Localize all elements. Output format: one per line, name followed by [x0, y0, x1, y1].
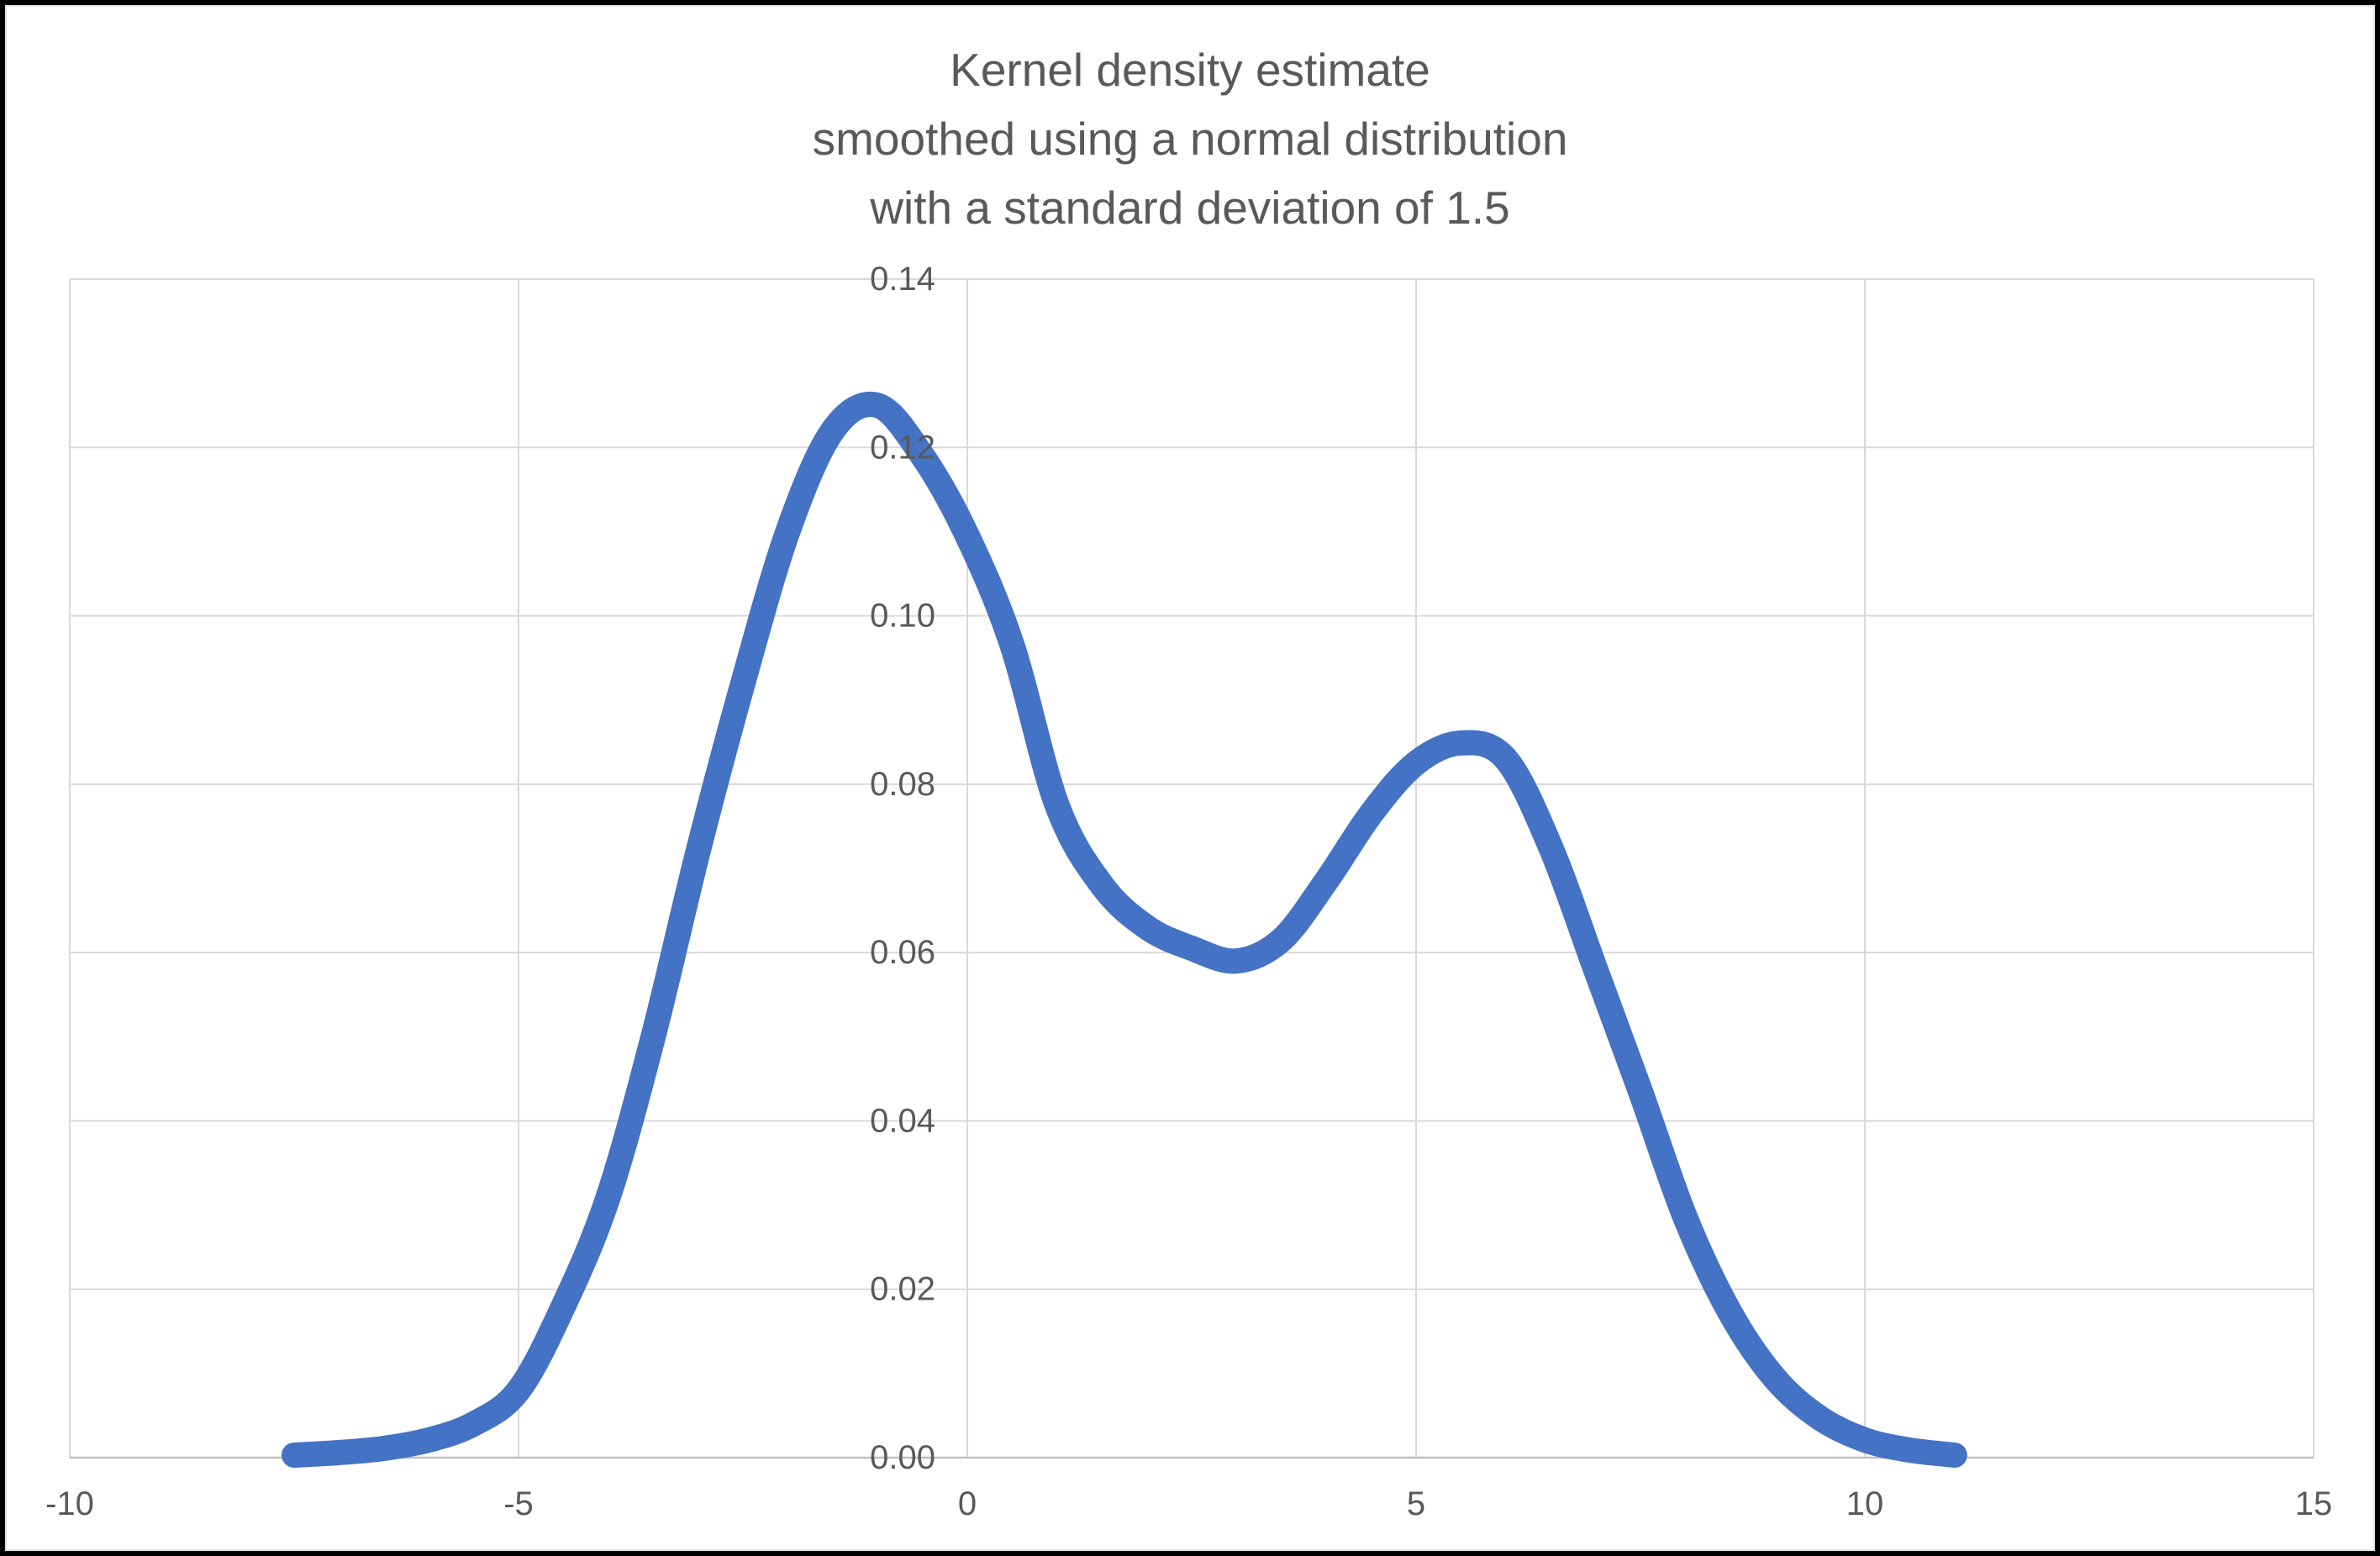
chart-title: Kernel density estimate smoothed using a…	[5, 35, 2375, 242]
y-axis-tick-label: 0.00	[870, 1439, 935, 1476]
y-axis-tick-label: 0.14	[870, 261, 935, 298]
x-axis-tick-label: 0	[958, 1485, 977, 1522]
y-axis-tick-label: 0.06	[870, 934, 935, 971]
y-axis-tick-label: 0.04	[870, 1102, 935, 1139]
title-line-3: with a standard deviation of 1.5	[870, 182, 1510, 234]
y-axis-tick-label: 0.08	[870, 766, 935, 803]
title-line-1: Kernel density estimate	[950, 44, 1430, 96]
y-axis-tick-label: 0.10	[870, 598, 935, 635]
x-axis-tick-label: 15	[2295, 1485, 2333, 1522]
kde-curve	[282, 392, 1967, 1468]
x-axis-tick-label: 10	[1846, 1485, 1884, 1522]
y-axis-tick-label: 0.02	[870, 1271, 935, 1308]
x-axis-tick-label: 5	[1407, 1485, 1425, 1522]
x-axis-tick-label: -10	[45, 1485, 94, 1522]
y-axis-tick-label: 0.12	[870, 429, 935, 466]
gridlines	[69, 278, 2314, 1458]
axis-labels: 0.00 0.02 0.04 0.06 0.08 0.10 0.12 0.14 -10 -5 0 5 1…	[45, 261, 2332, 1522]
x-axis-tick-label: -5	[503, 1485, 534, 1522]
plot-area: 0.00 0.02 0.04 0.06 0.08 0.10 0.12 0.14 -10 -5 0 5 1…	[45, 261, 2332, 1522]
title-line-2: smoothed using a normal distribution	[812, 113, 1568, 165]
